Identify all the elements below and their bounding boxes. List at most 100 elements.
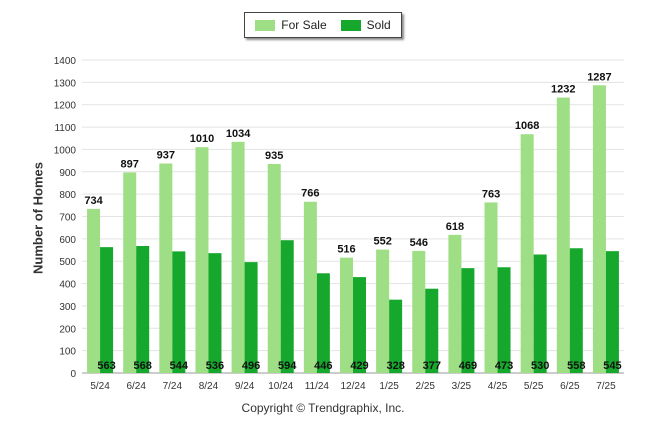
data-label-for-sale: 618 bbox=[446, 221, 464, 233]
y-tick-label: 700 bbox=[59, 213, 76, 224]
bar-for-sale bbox=[448, 234, 462, 373]
y-tick-label: 1200 bbox=[54, 101, 77, 112]
x-tick-label: 11/24 bbox=[305, 381, 330, 392]
data-label-sold: 446 bbox=[314, 360, 332, 372]
bar-for-sale bbox=[412, 250, 426, 373]
data-label-sold: 328 bbox=[386, 360, 404, 372]
data-label-sold: 544 bbox=[170, 360, 189, 372]
y-tick-label: 1400 bbox=[54, 56, 77, 67]
legend-swatch-sold bbox=[340, 19, 361, 31]
copyright-text: Copyright © Trendgraphix, Inc. bbox=[241, 401, 405, 415]
legend-item-for-sale: For Sale bbox=[255, 18, 327, 32]
legend: For Sale Sold bbox=[244, 12, 402, 38]
bar-sold bbox=[533, 254, 547, 373]
data-label-for-sale: 1287 bbox=[587, 71, 611, 83]
bar-sold bbox=[389, 299, 403, 373]
x-tick-label: 12/24 bbox=[340, 381, 365, 392]
data-label-for-sale: 552 bbox=[373, 236, 391, 248]
data-label-sold: 473 bbox=[495, 360, 513, 372]
x-tick-label: 6/25 bbox=[560, 381, 580, 392]
bar-sold bbox=[353, 277, 366, 373]
y-tick-label: 1300 bbox=[54, 78, 77, 89]
data-label-sold: 594 bbox=[278, 360, 297, 372]
data-label-sold: 429 bbox=[350, 360, 368, 372]
data-label-sold: 536 bbox=[206, 360, 224, 372]
data-label-sold: 469 bbox=[459, 360, 477, 372]
data-label-for-sale: 734 bbox=[84, 195, 103, 207]
bar-for-sale bbox=[484, 202, 498, 373]
x-tick-label: 5/24 bbox=[90, 381, 110, 392]
data-label-sold: 377 bbox=[423, 360, 441, 372]
legend-item-sold: Sold bbox=[340, 18, 391, 32]
data-label-sold: 545 bbox=[603, 360, 621, 372]
y-tick-label: 200 bbox=[59, 324, 76, 335]
x-tick-label: 2/25 bbox=[416, 381, 436, 392]
x-tick-label: 10/24 bbox=[268, 381, 293, 392]
bar-for-sale bbox=[520, 134, 534, 373]
data-label-sold: 530 bbox=[531, 360, 549, 372]
bar-for-sale bbox=[303, 201, 317, 373]
data-label-for-sale: 1034 bbox=[226, 128, 251, 140]
x-tick-label: 1/25 bbox=[379, 381, 399, 392]
data-label-sold: 558 bbox=[567, 360, 585, 372]
bar-sold bbox=[461, 268, 475, 373]
x-tick-label: 5/25 bbox=[524, 381, 544, 392]
legend-label-sold: Sold bbox=[366, 18, 391, 32]
x-tick-label: 7/24 bbox=[163, 381, 183, 392]
data-label-for-sale: 516 bbox=[337, 244, 355, 256]
bar-sold bbox=[425, 288, 439, 373]
data-label-for-sale: 935 bbox=[265, 150, 283, 162]
data-label-for-sale: 763 bbox=[482, 188, 500, 200]
data-label-for-sale: 937 bbox=[157, 150, 175, 162]
data-label-for-sale: 766 bbox=[301, 188, 319, 200]
bar-sold bbox=[605, 251, 619, 373]
bar-for-sale bbox=[123, 172, 137, 373]
bar-for-sale bbox=[195, 147, 209, 373]
bar-sold bbox=[208, 253, 222, 373]
y-tick-label: 0 bbox=[70, 369, 76, 380]
x-tick-label: 9/24 bbox=[235, 381, 255, 392]
y-tick-label: 1100 bbox=[54, 123, 76, 134]
data-label-sold: 568 bbox=[134, 360, 152, 372]
y-tick-label: 600 bbox=[59, 235, 76, 246]
data-label-for-sale: 1232 bbox=[551, 84, 575, 96]
y-tick-label: 900 bbox=[59, 168, 76, 179]
x-tick-label: 4/25 bbox=[488, 381, 508, 392]
y-tick-label: 500 bbox=[59, 257, 76, 268]
bar-for-sale bbox=[340, 257, 353, 373]
y-tick-label: 800 bbox=[59, 190, 76, 201]
legend-swatch-for-sale bbox=[255, 19, 276, 31]
bar-for-sale bbox=[556, 97, 570, 373]
bar-sold bbox=[316, 273, 330, 373]
bar-for-sale bbox=[231, 141, 245, 373]
x-tick-label: 3/25 bbox=[452, 381, 472, 392]
data-label-for-sale: 1068 bbox=[515, 120, 539, 132]
data-label-for-sale: 897 bbox=[121, 158, 139, 170]
bar-sold bbox=[280, 240, 294, 373]
y-tick-label: 1000 bbox=[54, 145, 77, 156]
bar-sold bbox=[569, 248, 583, 373]
x-tick-label: 7/25 bbox=[596, 381, 616, 392]
bar-for-sale bbox=[87, 208, 101, 373]
legend-label-for-sale: For Sale bbox=[281, 18, 327, 32]
y-axis-ticks: 0 100 200 300 400 500 600 700 800 900 1000 1100 1200… bbox=[54, 56, 77, 380]
x-tick-label: 6/24 bbox=[126, 381, 146, 392]
data-label-for-sale: 1010 bbox=[190, 133, 214, 145]
bar-for-sale bbox=[267, 163, 281, 373]
data-label-sold: 496 bbox=[242, 360, 260, 372]
bar-for-sale bbox=[592, 85, 606, 373]
data-label-sold: 563 bbox=[97, 360, 115, 372]
y-tick-label: 300 bbox=[59, 302, 76, 313]
y-tick-label: 100 bbox=[59, 347, 76, 358]
bars: 734 563 897 568 937 544 1010 536 1034 496 935 594 76… bbox=[84, 71, 622, 373]
bar-sold bbox=[136, 246, 150, 373]
bar-sold bbox=[497, 267, 511, 373]
bar-for-sale bbox=[376, 249, 390, 373]
data-label-for-sale: 546 bbox=[410, 237, 428, 249]
bar-for-sale bbox=[159, 163, 173, 373]
y-axis-label: Number of Homes bbox=[30, 162, 46, 274]
bar-sold bbox=[244, 262, 258, 373]
x-axis-ticks: 5/24 6/24 7/24 8/24 9/24 10/24 11/24 12/24 1/25 2… bbox=[90, 381, 616, 392]
bar-sold bbox=[100, 247, 114, 373]
